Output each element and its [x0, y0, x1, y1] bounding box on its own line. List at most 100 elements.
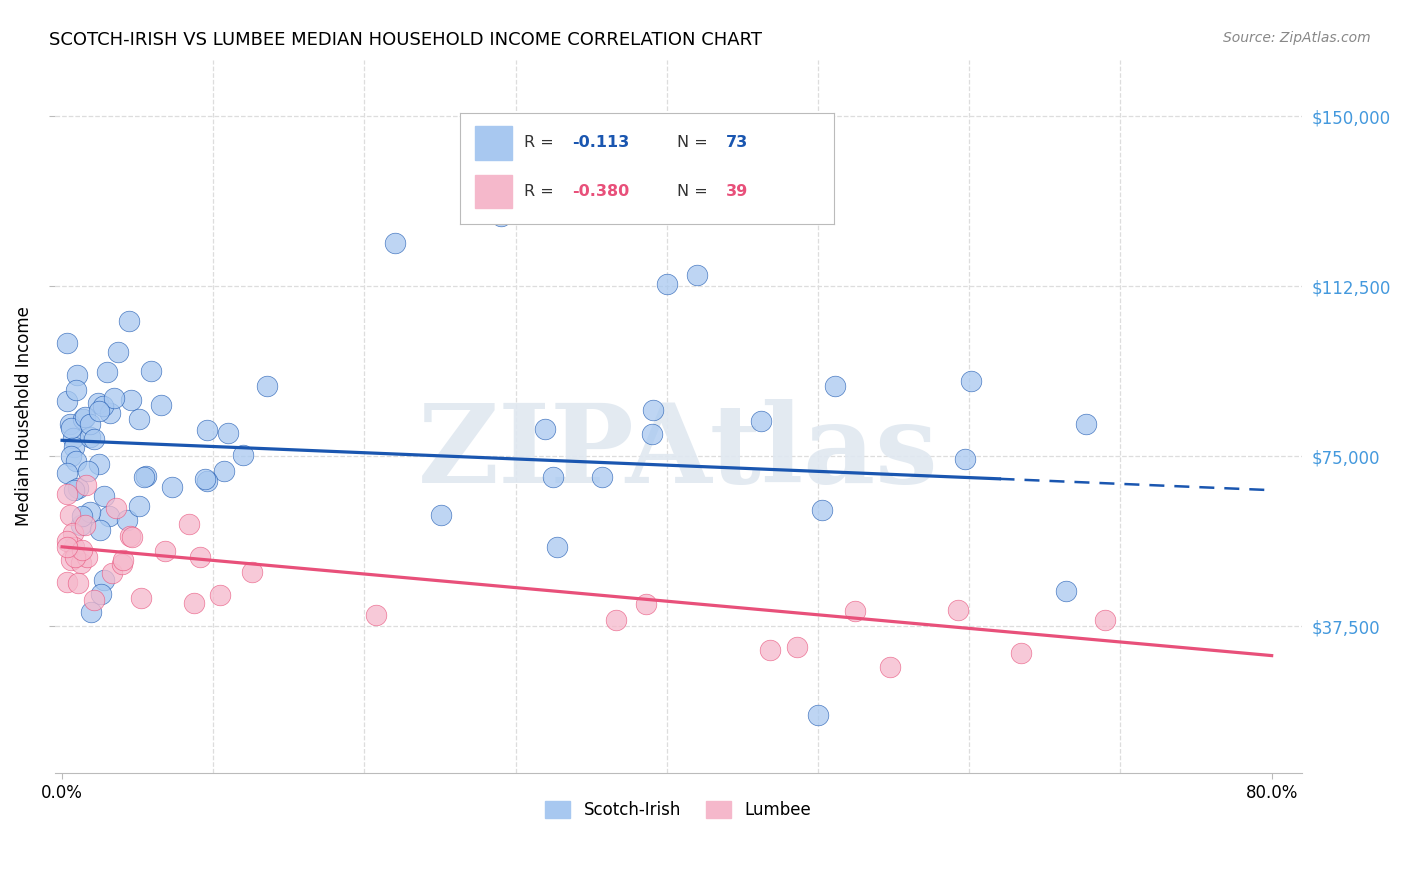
Point: [107, 344, 129, 359]
Point: [55, 466, 77, 480]
Point: [105, 501, 128, 516]
Point: [59, 417, 82, 432]
Point: [98, 407, 121, 421]
Point: [749, 414, 772, 428]
Point: [640, 427, 662, 442]
Point: [811, 503, 834, 517]
Point: [72, 543, 94, 558]
Point: [65, 368, 87, 382]
Point: [111, 558, 134, 572]
Point: [80, 606, 103, 620]
Point: [63, 550, 86, 565]
Point: [111, 553, 134, 567]
Point: [195, 474, 218, 488]
Point: [807, 707, 830, 722]
Point: [66, 481, 89, 495]
Point: [153, 544, 176, 558]
Point: [55, 393, 77, 408]
Point: [70, 508, 93, 523]
Point: [60, 553, 83, 567]
Point: [366, 608, 388, 623]
Point: [212, 464, 235, 478]
Point: [87, 396, 110, 410]
Point: [759, 643, 782, 657]
Point: [121, 530, 143, 544]
Point: [686, 268, 709, 282]
Point: [135, 469, 157, 483]
Point: [242, 566, 264, 580]
Point: [655, 277, 678, 291]
Point: [101, 566, 124, 580]
Point: [183, 596, 205, 610]
Point: [636, 597, 658, 611]
Point: [1074, 417, 1097, 431]
Point: [179, 517, 201, 532]
Legend: Scotch-Irish, Lumbee: Scotch-Irish, Lumbee: [538, 794, 818, 826]
Point: [77, 464, 100, 478]
Point: [79, 417, 101, 431]
Point: [55, 575, 77, 590]
Point: [89, 404, 111, 418]
Point: [960, 374, 983, 388]
Point: [63, 440, 86, 454]
Point: [1056, 584, 1078, 599]
Point: [63, 540, 86, 554]
Point: [90, 587, 112, 601]
Point: [128, 499, 150, 513]
Point: [149, 398, 172, 412]
Point: [605, 613, 627, 627]
Point: [208, 588, 231, 602]
Point: [83, 433, 105, 447]
Point: [55, 541, 77, 555]
Point: [70, 556, 93, 570]
Point: [160, 480, 183, 494]
Point: [641, 402, 664, 417]
Point: [546, 541, 568, 555]
Point: [879, 659, 901, 673]
Point: [948, 603, 970, 617]
Point: [63, 483, 86, 498]
Point: [55, 487, 77, 501]
Point: [194, 472, 217, 486]
Point: [79, 430, 101, 444]
Point: [93, 490, 115, 504]
Point: [118, 529, 141, 543]
Text: SCOTCH-IRISH VS LUMBEE MEDIAN HOUSEHOLD INCOME CORRELATION CHART: SCOTCH-IRISH VS LUMBEE MEDIAN HOUSEHOLD …: [49, 31, 762, 49]
Point: [96, 365, 118, 379]
Point: [72, 411, 94, 425]
Point: [626, 118, 648, 132]
Point: [97, 508, 120, 523]
Point: [59, 508, 82, 522]
Point: [591, 470, 613, 484]
Point: [83, 593, 105, 607]
Point: [824, 379, 846, 393]
Point: [786, 640, 808, 654]
Point: [132, 470, 155, 484]
Point: [541, 470, 564, 484]
Point: [89, 523, 111, 537]
Point: [59, 421, 82, 435]
Point: [190, 549, 212, 564]
Point: [55, 534, 77, 549]
Point: [73, 517, 96, 532]
Point: [65, 384, 87, 398]
Point: [128, 412, 150, 426]
Point: [70, 518, 93, 533]
Point: [430, 508, 453, 523]
Point: [75, 477, 97, 491]
Point: [844, 604, 866, 618]
Point: [62, 431, 84, 445]
Point: [129, 591, 152, 605]
Point: [55, 336, 77, 351]
Point: [232, 448, 254, 462]
Point: [256, 378, 278, 392]
Point: [87, 457, 110, 471]
Point: [60, 449, 83, 463]
Point: [62, 526, 84, 541]
Point: [120, 393, 142, 408]
Point: [66, 576, 89, 591]
Point: [197, 423, 219, 437]
Point: [93, 573, 115, 587]
Point: [103, 391, 125, 405]
Point: [1094, 614, 1116, 628]
